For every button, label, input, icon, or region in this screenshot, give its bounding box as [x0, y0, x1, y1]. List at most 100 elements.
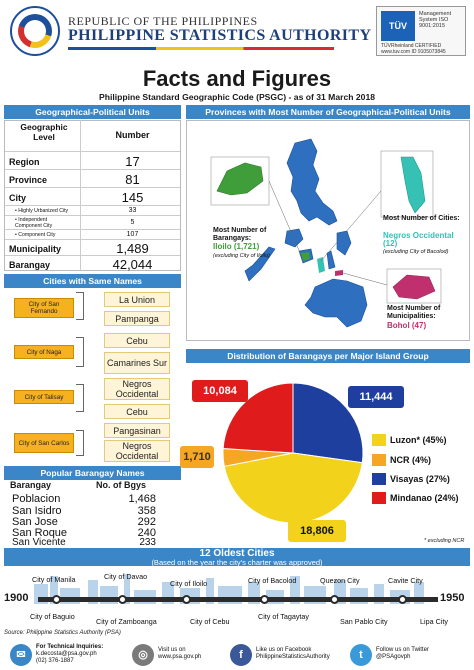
geo-units-table: Geographic Level Number Region 17 Provinc…: [4, 120, 181, 272]
city-label: City of Zamboanga: [96, 617, 157, 626]
negros-inset-shape: [400, 156, 426, 214]
facebook-icon: f: [230, 644, 252, 666]
negros-leader-line: [320, 190, 382, 262]
twitter-icon: t: [350, 644, 372, 666]
website-info: Visit us on www.psa.gov.ph: [158, 647, 201, 661]
barangays-note: (excluding City of Iloilo): [213, 253, 270, 259]
pie-slice-visayas: [292, 382, 364, 464]
barangay-name: Poblacion: [12, 493, 61, 505]
row-label: Region: [9, 157, 40, 167]
iloilo-shape: [301, 252, 310, 261]
palawan-shape: [244, 246, 276, 282]
city-label: City of Tagaytay: [258, 612, 310, 621]
timeline-dot: [260, 595, 269, 604]
website-link[interactable]: www.psa.gov.ph: [158, 654, 202, 660]
facebook-link[interactable]: PhilippineStatisticsAuthority: [256, 654, 330, 660]
row-value: 17: [125, 154, 140, 169]
negros-shape: [317, 257, 325, 273]
city-label: City of Cebu: [190, 617, 230, 626]
col-name-header: Barangay: [10, 480, 52, 490]
facebook-label: Like us on Facebook: [256, 647, 312, 653]
legend-visayas: Visayas (27%): [390, 474, 450, 484]
col-number-header: Number: [115, 130, 150, 140]
barangay-count: 1,468: [128, 493, 156, 505]
tech-label: For Technical Inquiries:: [36, 644, 104, 650]
barangay-count: 292: [137, 516, 156, 528]
header: REPUBLIC OF THE PHILIPPINES PHILIPPINE S…: [0, 0, 474, 62]
cebu-shape: [326, 250, 336, 270]
same-names-title: Cities with Same Names: [4, 274, 181, 288]
barangay-name: San Vicente: [12, 537, 66, 548]
barangay-count: 233: [139, 537, 156, 548]
luzon-value: 18,806: [288, 520, 346, 542]
city-label: City of Baguio: [30, 612, 75, 621]
cities-value: Negros Occidental (12): [383, 231, 454, 248]
bracket: [76, 337, 84, 367]
twitter-link[interactable]: @PSAgovph: [376, 654, 411, 660]
col-level-header: Geographic Level: [20, 122, 68, 142]
municipalities-label: Most Number of Municipalities:: [387, 305, 441, 320]
footnote: * excluding NCR: [424, 538, 465, 544]
table-row: City 145: [5, 187, 180, 205]
bohol-inset-shape: [392, 274, 436, 300]
row-value: 145: [121, 190, 144, 205]
source-note: Source: Philippine Statistics Authority …: [4, 630, 121, 636]
philippines-map: [210, 138, 442, 328]
cert-sub: TÜVRheinland CERTIFIED www.tuv.com ID 910…: [381, 43, 463, 55]
row-value: 33: [128, 207, 137, 214]
row-value: 42,044: [112, 257, 153, 272]
province-box: Camarines Sur: [104, 352, 170, 374]
barangay-name: San Isidro: [12, 505, 62, 517]
table-header-row: Geographic Level Number: [5, 121, 180, 151]
republic-label: REPUBLIC OF THE PHILIPPINES: [68, 14, 258, 28]
city-label: City of Bacolod: [248, 576, 297, 585]
samar-shape: [336, 230, 352, 256]
oldest-subtitle: (Based on the year the city's charter wa…: [151, 558, 323, 567]
row-label: • Component City: [15, 232, 56, 238]
cert-id: www.tuv.com ID 9105073845: [381, 48, 446, 55]
bohol-inset-frame: [386, 268, 442, 304]
city-box: City of San Carlos: [14, 433, 74, 453]
table-row: • Component City 107: [5, 229, 180, 239]
city-label: City of Manila: [32, 575, 76, 584]
row-value: 107: [126, 231, 139, 238]
agency-name: PHILIPPINE STATISTICS AUTHORITY: [68, 27, 372, 44]
same-names-panel: City of San Fernando La Union Pampanga C…: [4, 290, 181, 462]
tuv-logo-icon: TÜV: [381, 11, 415, 41]
ncr-swatch: [372, 454, 386, 466]
province-box: Negros Occidental: [104, 440, 170, 462]
email-link[interactable]: k.decosta@psa.gov.ph: [36, 651, 97, 657]
row-label: Barangay: [9, 260, 51, 270]
footer: ✉ For Technical Inquiries: k.decosta@psa…: [0, 638, 474, 670]
city-label: Cavite City: [388, 576, 423, 585]
table-row: • Highly Urbanized City 33: [5, 205, 180, 215]
city-box: City of Talisay: [14, 390, 74, 404]
barangay-count: 358: [137, 505, 156, 517]
row-label: City: [9, 193, 27, 203]
luzon-swatch: [372, 434, 386, 446]
bracket: [76, 430, 84, 456]
table-divider: [80, 120, 81, 271]
geo-units-title: Geographical-Political Units: [4, 105, 181, 119]
facebook-info: Like us on Facebook PhilippineStatistics…: [256, 647, 330, 661]
certification-badge: TÜV Management System ISO 9001:2015 TÜVR…: [376, 6, 466, 56]
mindanao-shape: [304, 278, 368, 328]
email-icon: ✉: [10, 644, 32, 666]
municipalities-value: Bohol (47): [387, 321, 427, 330]
row-value: 81: [125, 172, 140, 187]
timeline-line: [38, 597, 438, 602]
city-label: San Pablo City: [340, 617, 388, 626]
distribution-title: Distribution of Barangays per Major Isla…: [186, 349, 470, 363]
city-label: City of Davao: [104, 572, 148, 581]
barangays-label: Most Number of Barangays:: [213, 227, 267, 242]
table-row: Barangay 42,044: [5, 255, 180, 272]
header-divider: [68, 47, 334, 50]
city-label: Lipa City: [420, 617, 448, 626]
mindoro-shape: [284, 228, 304, 248]
cert-sub-label: TÜVRheinland CERTIFIED: [381, 43, 442, 49]
row-value: 1,489: [116, 241, 149, 256]
row-label: • Highly Urbanized City: [15, 208, 69, 214]
barangay-count: 240: [137, 527, 156, 539]
city-box: City of Naga: [14, 345, 74, 359]
visit-label: Visit us on: [158, 647, 186, 653]
